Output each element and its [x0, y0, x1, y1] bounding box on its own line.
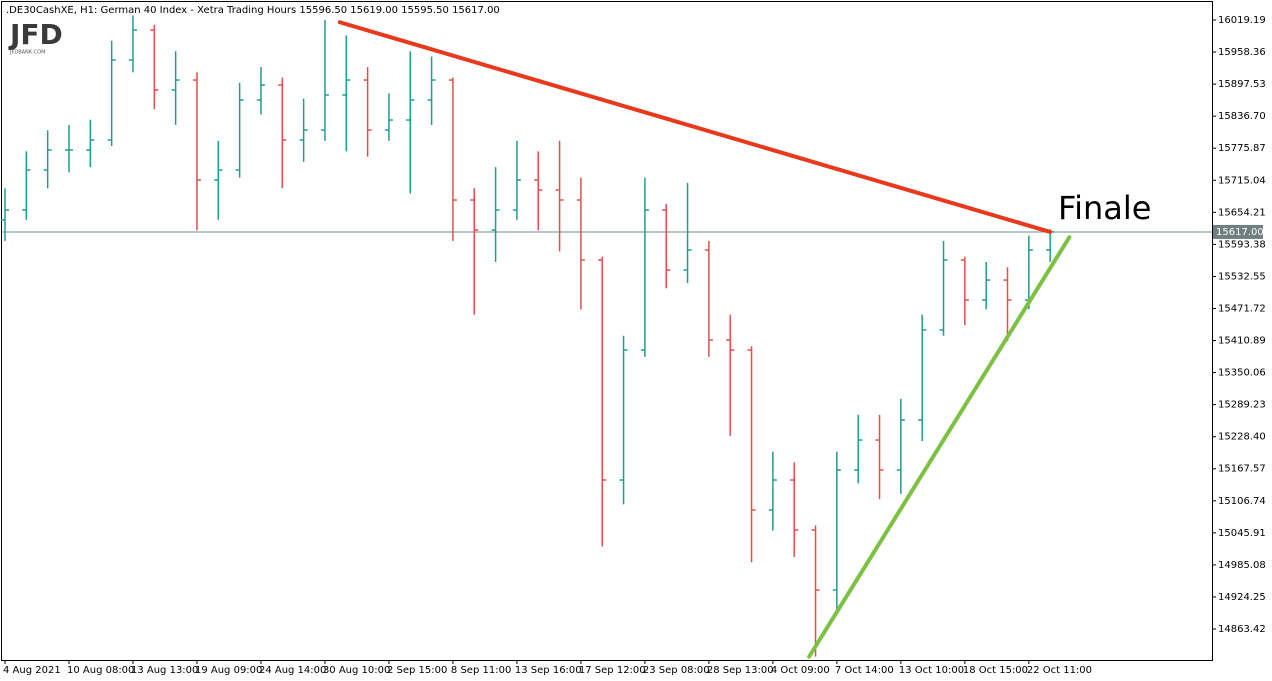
x-tick-label: 24 Aug 14:00 [259, 665, 326, 676]
x-tick-label: 28 Sep 13:00 [707, 665, 774, 676]
x-tick-label: 19 Aug 09:00 [195, 665, 262, 676]
x-tick-label: 13 Oct 10:00 [899, 665, 964, 676]
current-price-label: 15617.00 [1216, 227, 1264, 238]
y-tick-label: 15532.55 [1218, 271, 1266, 282]
x-tick-label: 30 Aug 10:00 [323, 665, 390, 676]
y-tick-label: 16019.19 [1218, 15, 1266, 26]
y-tick-label: 15350.06 [1218, 368, 1266, 379]
y-tick-label: 15775.87 [1218, 143, 1266, 154]
x-tick-label: 18 Oct 15:00 [963, 665, 1028, 676]
x-tick-label: 13 Sep 16:00 [515, 665, 582, 676]
y-tick-label: 15045.91 [1218, 528, 1266, 539]
x-tick-label: 7 Oct 14:00 [835, 665, 894, 676]
y-tick-label: 15410.89 [1218, 336, 1266, 347]
y-tick-label: 15897.53 [1218, 79, 1266, 90]
y-tick-label: 14924.25 [1218, 592, 1266, 603]
trendline [807, 235, 1072, 659]
x-tick-label: 2 Sep 15:00 [387, 665, 447, 676]
logo: JFD [8, 18, 63, 51]
current-price-box [1213, 224, 1263, 239]
x-tick-label: 13 Aug 13:00 [131, 665, 198, 676]
x-tick-label: 23 Sep 08:00 [643, 665, 710, 676]
y-tick-label: 14863.42 [1218, 624, 1266, 635]
y-tick-label: 14985.08 [1218, 560, 1266, 571]
logo-subtitle: JFDBANK.COM [9, 50, 45, 56]
y-tick-label: 15106.74 [1218, 496, 1266, 507]
y-tick-label: 15715.04 [1218, 175, 1266, 186]
x-tick-label: 8 Sep 11:00 [451, 665, 511, 676]
y-tick-label: 15471.72 [1218, 303, 1266, 314]
plot-frame [1, 1, 1213, 661]
y-tick-label: 15167.57 [1218, 464, 1266, 475]
x-tick-label: 4 Oct 09:00 [771, 665, 830, 676]
x-tick-label: 22 Oct 11:00 [1027, 665, 1092, 676]
annotation: Finale [1058, 189, 1151, 227]
y-tick-label: 15228.40 [1218, 432, 1266, 443]
chart-title: .DE30CashXE, H1: German 40 Index - Xetra… [6, 5, 500, 16]
x-tick-label: 4 Aug 2021 [3, 665, 61, 676]
y-tick-label: 15958.36 [1218, 47, 1266, 58]
y-tick-label: 15836.70 [1218, 111, 1266, 122]
y-tick-label: 15654.21 [1218, 207, 1266, 218]
x-tick-label: 10 Aug 08:00 [67, 665, 134, 676]
y-tick-label: 15289.23 [1218, 400, 1266, 411]
x-tick-label: 17 Sep 12:00 [579, 665, 646, 676]
y-tick-label: 15593.38 [1218, 239, 1266, 250]
trendline [337, 20, 1053, 234]
